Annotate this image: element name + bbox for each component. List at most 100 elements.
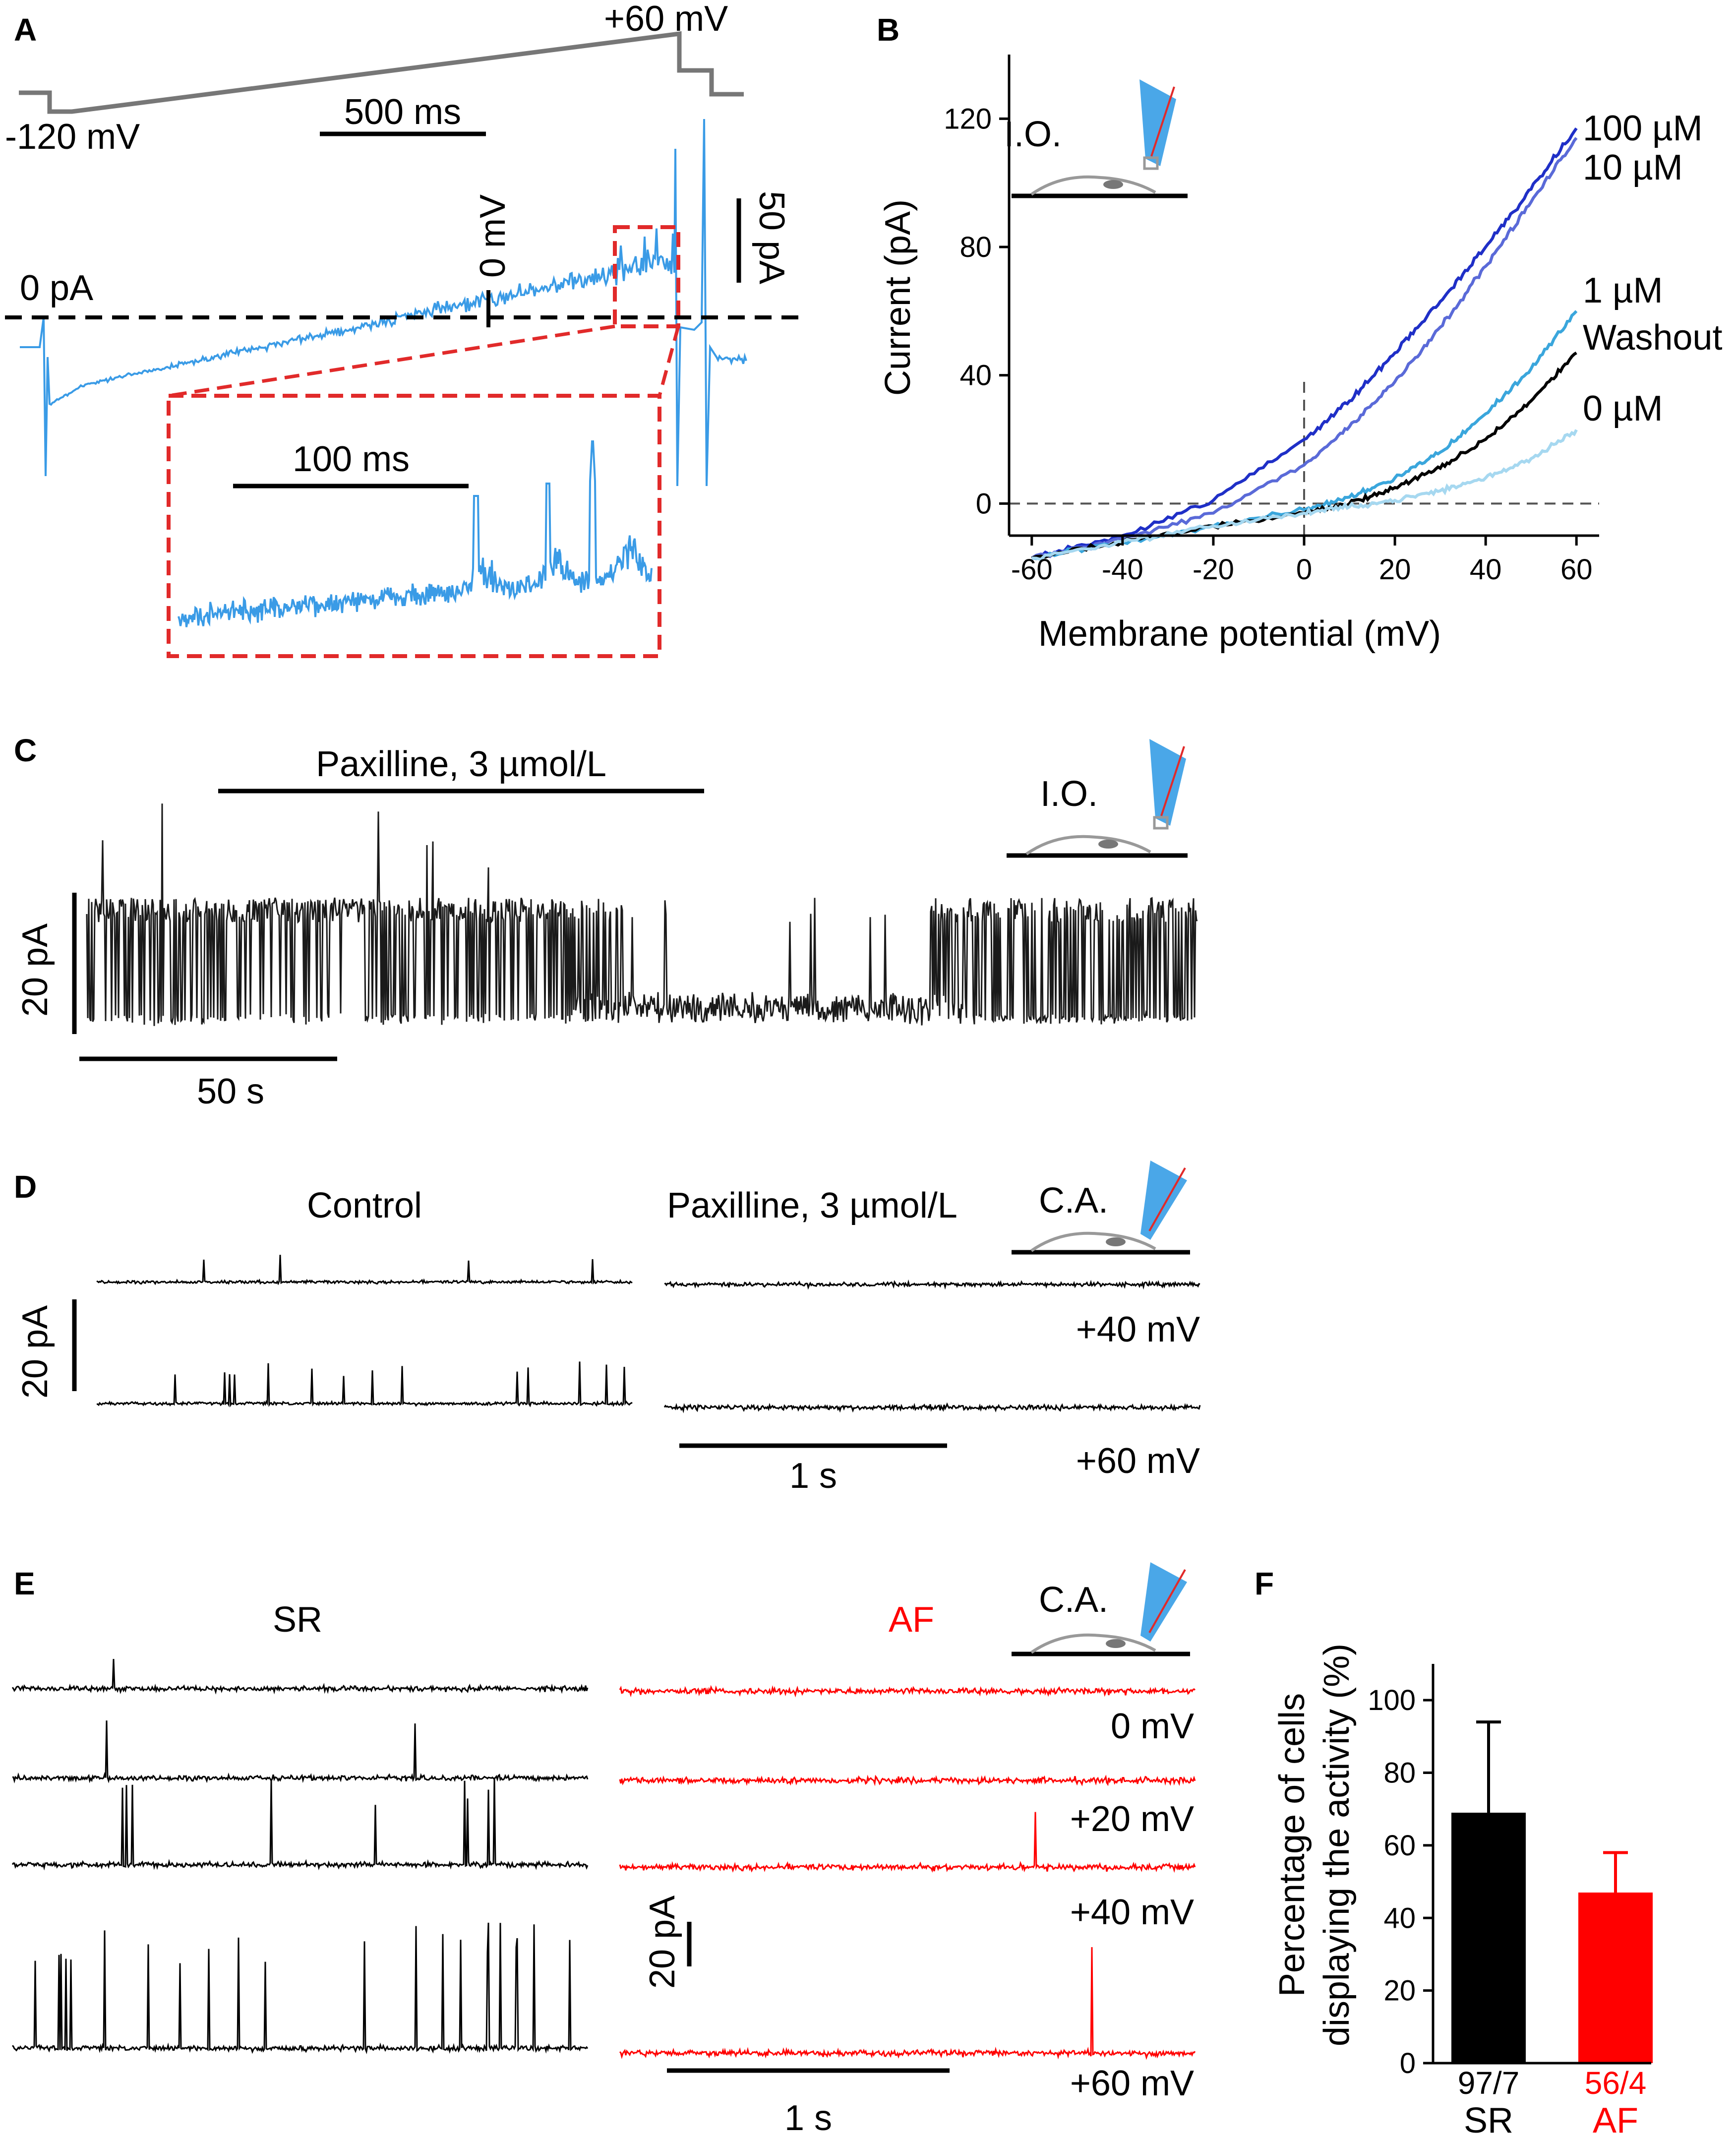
curve-label-10um: 10 µM [1583, 148, 1683, 187]
membrane-patch-icon [1143, 156, 1159, 170]
y-axis-label-f-line2: displaying the activity (%) [1317, 1644, 1357, 2046]
curve-label-0um: 0 µM [1583, 389, 1663, 428]
panel-label-d: D [14, 1169, 37, 1205]
zoom-connector-right [658, 326, 680, 396]
zero-current-label: 0 pA [20, 268, 93, 308]
amplitude-scale-label-c: 20 pA [15, 923, 55, 1017]
af-trace-0 [619, 1685, 1196, 1698]
cell-nucleus-icon [1098, 840, 1118, 849]
pipette-icon [1140, 1161, 1187, 1240]
inset-label-b: I.O. [1004, 115, 1062, 154]
panel-label-c: C [14, 733, 37, 768]
drug-label-c: Paxilline, 3 µmol/L [316, 744, 606, 784]
curve-label-washout: Washout [1583, 318, 1722, 358]
panel-a: A +60 mV -120 mV 500 ms 50 pA 0 pA 0 mV … [5, 0, 806, 658]
zoom-inset-box [167, 394, 661, 658]
count-label-sr: 97/7 [1458, 2065, 1520, 2101]
cell-nucleus-icon [1106, 1639, 1126, 1648]
pipette-electrode-icon [1150, 86, 1175, 157]
single-channel-trace-c [86, 803, 1198, 1026]
category-label-af: AF [1593, 2101, 1638, 2139]
protocol-low-label: -120 mV [5, 117, 140, 157]
voltage-label-e-0: 0 mV [1111, 1707, 1194, 1746]
sr-trace-3 [11, 1922, 589, 2055]
panel-b: B -60 -40 -20 0 20 40 60 0 40 80 120 Membrane pote… [877, 12, 1722, 654]
sr-trace-1 [12, 1720, 589, 1784]
inset-label-d: C.A. [1039, 1181, 1108, 1221]
cell-outline-icon [1025, 835, 1151, 856]
iv-chart: -60 -40 -20 0 20 40 60 0 40 80 120 [944, 55, 1599, 586]
drug-label-d: Paxilline, 3 µmol/L [667, 1186, 958, 1225]
pipette-electrode-icon [1148, 1167, 1186, 1231]
af-trace-1 [619, 1774, 1196, 1786]
control-label-d: Control [307, 1186, 422, 1225]
cell-nucleus-icon [1106, 1237, 1126, 1246]
bar-sr [1451, 1813, 1526, 2063]
af-label-e: AF [889, 1600, 934, 1640]
control-trace-40mv [96, 1255, 633, 1285]
time-scale-label-c: 50 s [197, 1072, 264, 1111]
category-label-sr: SR [1464, 2101, 1513, 2139]
zoom-region-box [613, 225, 680, 328]
cell-outline-icon [1030, 175, 1156, 196]
inset-label-e: C.A. [1039, 1580, 1108, 1620]
x-tick-label-b: 60 [1560, 553, 1593, 586]
y-tick-label-b: 40 [959, 360, 992, 392]
y-tick-label-f: 40 [1383, 1902, 1416, 1934]
voltage-protocol-trace [19, 31, 744, 114]
pipette-electrode-icon [1148, 1569, 1186, 1633]
curve-label-100um: 100 µM [1583, 109, 1703, 148]
cell-nucleus-icon [1103, 180, 1123, 189]
zoomed-current-trace [178, 440, 653, 627]
amplitude-scale-label-e: 20 pA [643, 1895, 682, 1989]
paxilline-trace-60mv [663, 1402, 1201, 1413]
voltage-label-d-40: +40 mV [1076, 1310, 1200, 1349]
y-tick-label-f: 60 [1383, 1830, 1416, 1862]
cell-attached-inset-d: C.A. [1012, 1161, 1190, 1255]
membrane-patch-icon [1153, 816, 1169, 830]
cell-outline-icon [1030, 1633, 1156, 1654]
percentage-bar-chart: 0 20 40 60 80 100 [1368, 1664, 1653, 2079]
x-tick-label-b: 20 [1379, 553, 1411, 586]
y-tick-label-f: 20 [1383, 1975, 1416, 2007]
voltage-label-e-60: +60 mV [1070, 2064, 1194, 2103]
x-tick-label-b: -40 [1102, 553, 1143, 586]
y-tick-label-b: 80 [959, 231, 992, 263]
sr-trace-0 [11, 1659, 589, 1695]
iv-series-4 [1031, 429, 1578, 561]
time-scale-label-d: 1 s [789, 1456, 837, 1496]
cell-attached-inset-e: C.A. [1012, 1562, 1190, 1656]
panel-label-b: B [877, 12, 899, 48]
x-tick-label-b: -20 [1193, 553, 1234, 586]
panel-f: F Percentage of cells displaying the act… [1255, 1566, 1653, 2139]
x-tick-label-b: 0 [1296, 553, 1312, 586]
af-trace-2 [619, 1812, 1196, 1873]
sr-trace-2 [11, 1777, 589, 1871]
y-axis-label-f-line1: Percentage of cells [1272, 1693, 1312, 1997]
sr-label-e: SR [273, 1600, 322, 1640]
cell-outline-icon [1030, 1231, 1156, 1252]
af-trace-3 [619, 1947, 1196, 2060]
protocol-high-label: +60 mV [604, 0, 728, 39]
y-tick-label-f: 80 [1383, 1757, 1416, 1789]
pipette-electrode-icon [1160, 746, 1185, 816]
x-tick-label-b: 40 [1470, 553, 1502, 586]
time-scale-label-e: 1 s [784, 2098, 832, 2138]
y-tick-label-b: 0 [976, 488, 992, 520]
iv-series-0 [1031, 127, 1578, 560]
pipette-icon [1140, 1562, 1187, 1642]
voltage-label-d-60: +60 mV [1076, 1441, 1200, 1481]
x-tick-label-b: -60 [1011, 553, 1053, 586]
y-axis-label-b: Current (pA) [878, 199, 918, 396]
inset-time-scale-label: 100 ms [293, 439, 410, 479]
voltage-label-e-20: +20 mV [1070, 1799, 1194, 1839]
y-tick-label-b: 120 [944, 103, 992, 135]
control-trace-60mv [97, 1361, 633, 1407]
zoom-connector-left [168, 324, 615, 398]
panel-c: C Paxilline, 3 µmol/L I.O. 20 pA 50 s [14, 733, 1198, 1111]
paxilline-trace-40mv [664, 1279, 1200, 1290]
inset-label-c: I.O. [1040, 774, 1098, 814]
count-label-af: 56/4 [1585, 2065, 1647, 2101]
